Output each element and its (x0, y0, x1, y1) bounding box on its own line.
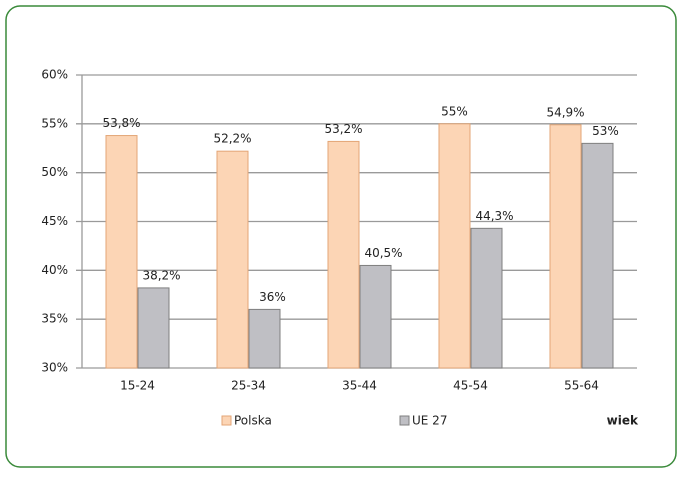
y-tick-label: 40% (41, 263, 68, 277)
data-label: 44,3% (475, 209, 513, 223)
bar (248, 308, 281, 369)
bar (105, 135, 138, 369)
data-label: 52,2% (213, 132, 251, 146)
data-label: 53,8% (102, 116, 140, 130)
y-tick-label: 45% (41, 214, 68, 228)
x-tick-label: 55-64 (564, 379, 599, 393)
legend-swatch (221, 415, 232, 426)
y-tick-label: 35% (41, 312, 68, 326)
data-label: 54,9% (546, 105, 584, 119)
bar (137, 287, 170, 369)
x-tick-label: 15-24 (120, 379, 155, 393)
legend-swatch (399, 415, 410, 426)
bar (438, 123, 471, 369)
x-axis-label: wiek (607, 414, 639, 428)
bar (581, 142, 614, 369)
bar (327, 140, 360, 369)
x-tick-label: 25-34 (231, 379, 266, 393)
data-label: 53% (592, 124, 619, 138)
y-tick-label: 30% (41, 361, 68, 375)
bar (359, 264, 392, 369)
bar (470, 227, 503, 369)
bar (549, 124, 582, 369)
data-label: 40,5% (364, 246, 402, 260)
legend-label: Polska (234, 414, 272, 428)
x-tick-label: 45-54 (453, 379, 488, 393)
data-label: 53,2% (324, 122, 362, 136)
legend-label: UE 27 (412, 414, 447, 428)
data-label: 55% (441, 104, 468, 118)
x-tick-label: 35-44 (342, 379, 377, 393)
y-tick-label: 50% (41, 165, 68, 179)
y-tick-label: 60% (41, 68, 68, 82)
y-tick-label: 55% (41, 116, 68, 130)
data-label: 36% (259, 290, 286, 304)
data-label: 38,2% (142, 268, 180, 282)
bar (216, 150, 249, 369)
